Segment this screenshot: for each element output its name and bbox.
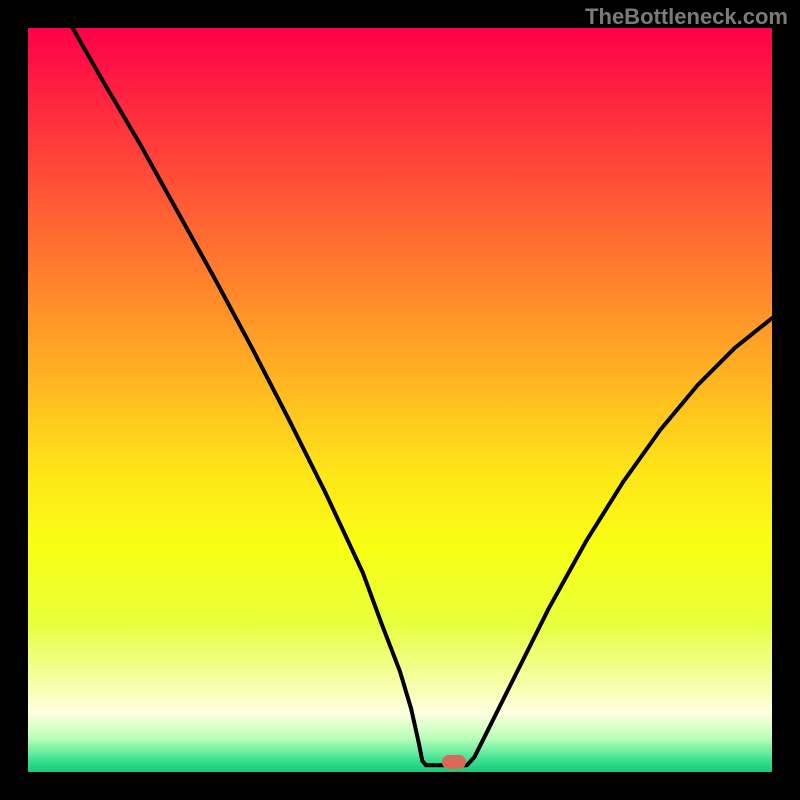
- optimal-point-marker: [442, 755, 466, 769]
- chart-container: TheBottleneck.com: [0, 0, 800, 800]
- bottleneck-curve: [28, 28, 772, 772]
- watermark-text: TheBottleneck.com: [585, 4, 788, 30]
- plot-area: [28, 28, 772, 772]
